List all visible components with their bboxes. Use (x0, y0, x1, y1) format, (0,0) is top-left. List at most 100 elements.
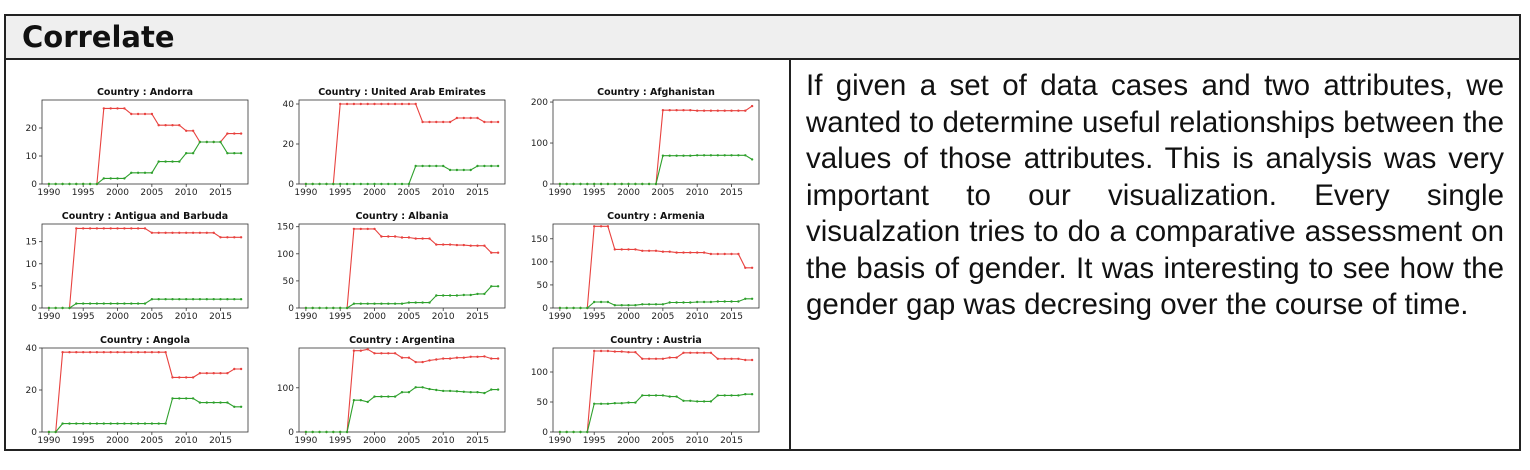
series-point-0 (593, 349, 596, 353)
series-point-1 (579, 306, 582, 310)
series-point-1 (164, 422, 167, 425)
series-point-1 (647, 182, 651, 186)
series-point-1 (102, 302, 106, 305)
series-point-1 (205, 401, 208, 404)
x-tick-label: 2005 (651, 312, 674, 322)
y-tick-label: 100 (531, 139, 548, 149)
series-point-1 (448, 168, 452, 172)
series-point-0 (709, 351, 713, 354)
x-tick-label: 1995 (583, 436, 606, 446)
series-point-0 (421, 120, 424, 124)
series-point-1 (233, 298, 236, 301)
series-point-1 (373, 182, 376, 186)
series-point-1 (95, 182, 99, 186)
x-tick-label: 2015 (209, 188, 232, 198)
series-point-0 (668, 109, 671, 112)
series-point-0 (380, 235, 383, 238)
series-point-1 (750, 297, 754, 300)
x-tick-label: 2005 (651, 188, 674, 198)
series-point-1 (150, 422, 154, 425)
series-point-0 (428, 359, 431, 362)
series-point-1 (750, 158, 754, 161)
y-tick-label: 10 (26, 260, 38, 270)
chart-1: Country : United Arab Emirates 1990 1995 20… (283, 87, 506, 198)
chart-title: Country : Albania (355, 211, 448, 222)
series-line-1 (48, 397, 242, 433)
series-point-1 (627, 401, 630, 404)
description-text: If given a set of data cases and two att… (806, 69, 1504, 321)
x-tick-label: 2010 (175, 312, 198, 322)
series-point-1 (709, 154, 713, 157)
series-point-1 (407, 301, 411, 304)
x-tick-label: 2005 (140, 312, 163, 322)
series-point-1 (185, 397, 188, 400)
series-point-0 (171, 124, 174, 127)
series-point-1 (675, 154, 678, 157)
x-tick-label: 1990 (294, 436, 317, 446)
series-point-0 (226, 372, 229, 375)
series-point-1 (737, 394, 740, 397)
x-tick-label: 2015 (466, 188, 489, 198)
series-point-0 (620, 350, 623, 353)
x-tick-label: 2005 (397, 188, 420, 198)
series-point-0 (476, 244, 479, 247)
series-point-0 (682, 109, 685, 112)
series-point-1 (730, 394, 733, 397)
plot-frame (41, 99, 249, 185)
series-point-0 (373, 352, 376, 355)
chart-title: Country : Andorra (97, 87, 193, 98)
series-point-0 (400, 102, 404, 106)
series-point-1 (565, 430, 568, 434)
series-point-0 (462, 116, 465, 120)
series-point-0 (675, 109, 678, 112)
series-point-0 (414, 102, 417, 106)
series-point-0 (136, 351, 140, 354)
y-tick-label: 100 (531, 258, 548, 268)
series-point-1 (702, 300, 706, 304)
series-point-1 (332, 306, 335, 310)
series-point-0 (709, 109, 713, 112)
series-point-0 (496, 251, 500, 254)
series-point-1 (414, 301, 417, 304)
series-point-0 (233, 367, 236, 371)
series-line-0 (559, 225, 753, 309)
series-point-1 (744, 297, 747, 300)
x-tick-label: 2000 (617, 188, 640, 198)
plot-frame (552, 223, 760, 309)
x-tick-label: 1990 (294, 312, 317, 322)
series-point-0 (102, 107, 106, 110)
series-point-1 (239, 152, 243, 155)
chart-7: Country : Argentina 1990 1995 2000 2005 2010 2… (277, 335, 506, 446)
chart-8: Country : Austria 1990 1995 2000 2005 2010 201… (531, 335, 760, 446)
series-point-0 (136, 227, 140, 230)
series-point-1 (613, 304, 616, 307)
x-tick-label: 1995 (329, 188, 352, 198)
series-point-0 (345, 102, 349, 106)
series-point-0 (435, 243, 438, 246)
series-point-0 (627, 248, 630, 251)
series-point-1 (339, 430, 342, 434)
series-point-1 (723, 394, 726, 397)
series-point-0 (130, 227, 133, 230)
series-point-1 (318, 430, 321, 434)
series-point-0 (178, 124, 181, 127)
x-tick-label: 2000 (363, 436, 386, 446)
series-point-0 (750, 358, 754, 362)
series-point-1 (620, 402, 623, 405)
series-point-1 (620, 304, 623, 307)
series-point-1 (143, 171, 147, 174)
series-point-1 (233, 405, 236, 408)
series-point-1 (95, 422, 99, 425)
series-point-0 (407, 102, 411, 106)
series-point-1 (400, 302, 404, 305)
series-point-0 (428, 120, 431, 124)
series-point-1 (620, 182, 623, 186)
series-point-0 (750, 104, 754, 108)
series-point-1 (709, 400, 713, 403)
series-point-1 (373, 302, 376, 305)
y-tick-label: 40 (26, 344, 38, 354)
x-tick-label: 1990 (548, 436, 571, 446)
x-tick-label: 2000 (363, 188, 386, 198)
series-point-1 (393, 182, 397, 186)
series-point-0 (737, 357, 740, 360)
